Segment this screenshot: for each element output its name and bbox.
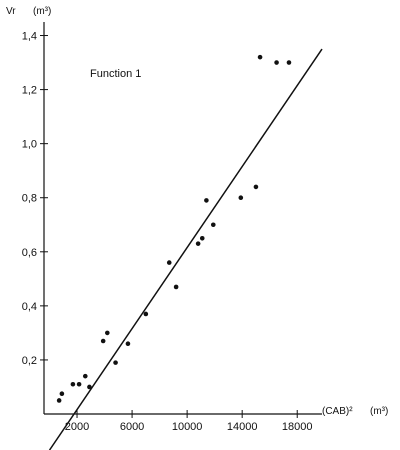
data-point	[238, 195, 244, 201]
x-tick-label: 14000	[227, 421, 258, 433]
data-point	[173, 284, 179, 290]
function-annotation: Function 1	[90, 68, 141, 80]
data-point	[166, 260, 172, 265]
data-point	[59, 391, 65, 397]
data-point	[82, 373, 88, 379]
data-point	[199, 235, 205, 241]
data-point	[195, 241, 201, 246]
fit-line-group	[48, 48, 323, 450]
y-tick-label: 1,0	[22, 139, 37, 151]
data-point	[105, 330, 110, 336]
regression-line	[48, 48, 323, 450]
y-tick-label: 1,4	[22, 31, 37, 43]
data-point	[100, 338, 106, 344]
y-tick-label: 1,2	[22, 85, 37, 97]
x-tick-label: 2000	[65, 421, 89, 433]
y-tick-label: 0,2	[22, 355, 37, 367]
data-point	[143, 311, 149, 317]
data-point	[56, 398, 62, 403]
x-axis-label: (CAB)²	[322, 406, 353, 417]
data-point	[257, 54, 263, 60]
y-axis-unit: (m³)	[33, 6, 51, 17]
x-tick-label: 18000	[282, 421, 313, 433]
x-axis-unit: (m³)	[370, 406, 388, 417]
data-point	[286, 60, 292, 65]
data-point	[210, 222, 216, 228]
y-axis-label: Vr	[6, 6, 16, 17]
x-tick-label: 6000	[120, 421, 144, 433]
data-point	[87, 384, 92, 390]
data-point	[204, 198, 209, 203]
data-point	[253, 184, 259, 190]
axis-ticks: 0,2 0,4 0,6 0,8 1,0 1,2 1,4 2000 6000 10000 14000 1…	[22, 31, 313, 433]
data-point	[70, 381, 76, 387]
data-point	[125, 341, 131, 347]
data-points	[56, 54, 292, 403]
data-point	[113, 360, 118, 365]
y-tick-label: 0,6	[22, 247, 37, 259]
data-point	[76, 381, 82, 387]
x-tick-label: 10000	[172, 421, 203, 433]
y-tick-label: 0,8	[22, 193, 37, 205]
data-point	[274, 60, 279, 65]
y-tick-label: 0,4	[22, 301, 37, 313]
